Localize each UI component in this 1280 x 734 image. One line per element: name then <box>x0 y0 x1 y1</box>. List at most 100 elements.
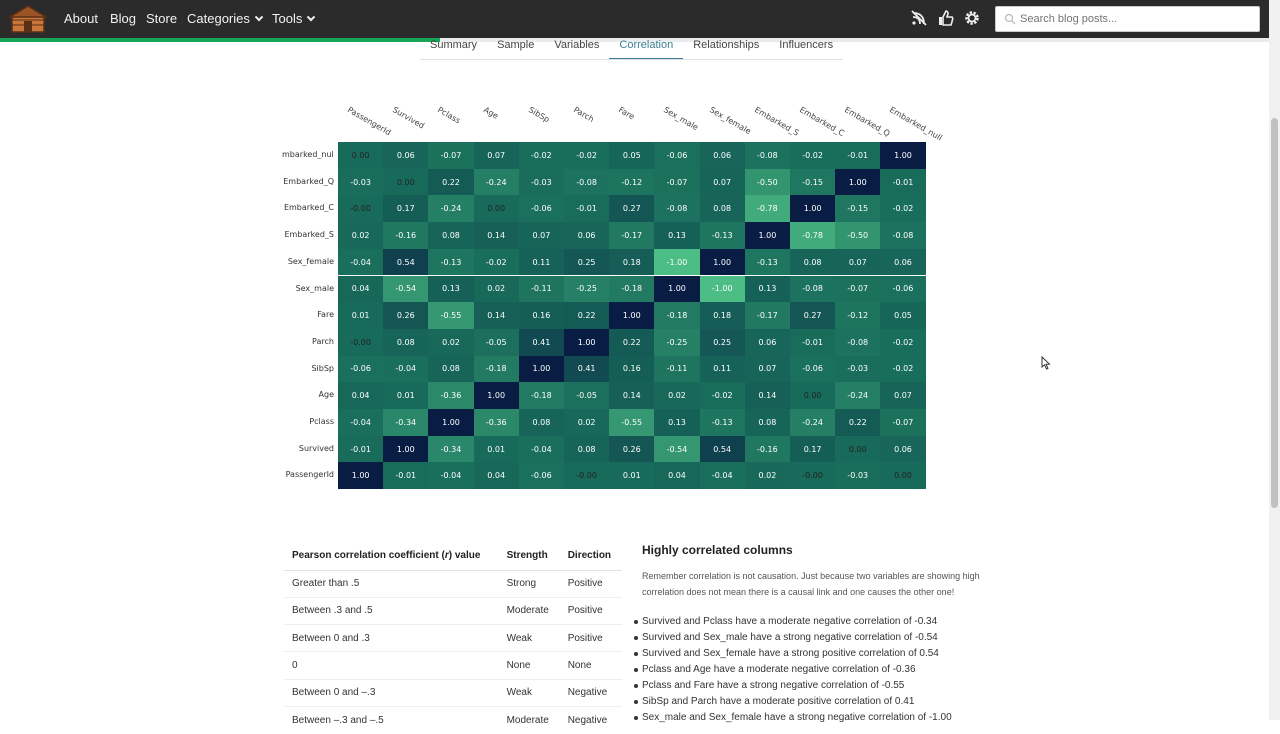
heatmap-cell: 0.02 <box>654 382 700 409</box>
nav-store-link[interactable]: Store <box>146 11 178 26</box>
heatmap-cell: 1.00 <box>383 435 429 463</box>
rss-off-icon[interactable] <box>910 9 928 27</box>
heatmap-cell: 0.14 <box>744 382 790 409</box>
heatmap-cell: 0.00 <box>338 142 384 169</box>
heatmap-cell: -0.11 <box>654 355 700 383</box>
heatmap-cell: 0.41 <box>518 328 564 356</box>
tab-variables[interactable]: Variables <box>554 39 600 51</box>
heatmap-cell: -0.18 <box>609 275 655 303</box>
table-cell: Moderate <box>498 705 560 734</box>
heatmap-cell: 0.17 <box>383 195 429 223</box>
nav-categories-dropdown[interactable]: Categories <box>187 11 264 26</box>
heatmap-cell: 0.13 <box>654 409 700 436</box>
table-cell: Between .3 and .5 <box>284 596 499 625</box>
heatmap-cell: 0.00 <box>790 382 836 409</box>
mouse-cursor-icon <box>1041 356 1051 370</box>
heatmap-cell: -0.07 <box>835 275 881 303</box>
heatmap-cell: -0.02 <box>564 142 610 169</box>
heatmap-cell: -0.02 <box>699 382 745 409</box>
cabin-logo-icon[interactable] <box>9 4 47 34</box>
heatmap-cell: 0.22 <box>609 328 655 356</box>
list-item: SibSp and Parch have a moderate positive… <box>634 694 994 710</box>
heatmap-cell: -0.08 <box>744 142 790 169</box>
thumbs-up-icon[interactable] <box>937 9 955 27</box>
list-item: Sex_male and Sex_female have a strong ne… <box>634 710 994 726</box>
heatmap-cell: 0.14 <box>609 382 655 409</box>
heatmap-cell: -0.50 <box>744 168 790 196</box>
tab-relationships[interactable]: Relationships <box>693 39 760 51</box>
heatmap-cell: -0.24 <box>790 409 836 436</box>
heatmap-cell: 1.00 <box>880 142 926 169</box>
heatmap-cell: -0.00 <box>338 328 384 356</box>
heatmap-cell: -0.34 <box>383 409 429 436</box>
table-header-row: Pearson correlation coefficient (r) valu… <box>284 542 622 571</box>
nav-tools-dropdown[interactable]: Tools <box>272 11 316 26</box>
tab-sample[interactable]: Sample <box>497 39 535 51</box>
heatmap-cell: -0.08 <box>564 168 610 196</box>
heatmap-cell: -0.13 <box>428 248 474 276</box>
correlation-causation-note: Remember correlation is not causation. J… <box>642 571 980 597</box>
table-row: Between 0 and –.3 Weak Negative <box>284 678 622 707</box>
heatmap-cell: -0.02 <box>880 195 926 223</box>
heatmap-cell: -0.02 <box>880 328 926 356</box>
heatmap-cell: 0.18 <box>609 248 655 276</box>
heatmap-cell: -0.17 <box>744 302 790 329</box>
table-row: Greater than .5 Strong Positive <box>284 569 622 598</box>
tab-correlation[interactable]: Correlation <box>609 38 684 59</box>
heatmap-row-label: Sex_male <box>295 283 334 293</box>
heatmap-cell: -0.04 <box>518 435 564 463</box>
heatmap-cell: 0.01 <box>338 302 384 329</box>
top-navbar: About Blog Store Categories Tools <box>0 0 1269 38</box>
heatmap-column-label: Survived <box>391 105 427 131</box>
heatmap-row-label: Sex_female <box>287 256 334 266</box>
chevron-down-icon <box>254 12 264 22</box>
heatmap-column-label: Sex_male <box>662 105 701 133</box>
heatmap-row-label: Pclass <box>309 417 334 426</box>
nav-tools-label: Tools <box>272 11 303 26</box>
heatmap-cell: 0.00 <box>880 462 926 490</box>
heatmap-cell: 0.08 <box>383 328 429 356</box>
heatmap-cell: 0.11 <box>518 248 564 276</box>
heatmap-cell: -0.08 <box>880 222 926 249</box>
heatmap-cell: -0.02 <box>473 248 519 276</box>
heatmap-cell: 1.00 <box>699 248 745 276</box>
heatmap-cell: -0.11 <box>518 275 564 303</box>
heatmap-cell: -0.08 <box>835 328 881 356</box>
nav-blog-link[interactable]: Blog <box>110 11 137 26</box>
heatmap-cell: 1.00 <box>790 195 836 223</box>
table-row: Between –.3 and –.5 Moderate Negative <box>284 705 622 734</box>
heatmap-cell: -0.07 <box>428 142 474 169</box>
heatmap-cell: -0.16 <box>744 435 790 463</box>
heatmap-cell: -0.54 <box>654 435 700 463</box>
heatmap-cell: -0.18 <box>654 302 700 329</box>
highly-correlated-list: Survived and Pclass have a moderate nega… <box>634 614 994 726</box>
tab-summary[interactable]: Summary <box>430 39 478 51</box>
heatmap-cell: -1.00 <box>654 248 700 276</box>
heatmap-row-label: Embarked_S <box>284 230 334 240</box>
tab-influencers[interactable]: Influencers <box>779 39 834 51</box>
table-cell: Between 0 and .3 <box>284 624 499 652</box>
table-cell: None <box>559 651 622 680</box>
heatmap-column-label: Age <box>481 105 500 121</box>
blog-search-box[interactable] <box>995 6 1260 32</box>
heatmap-cell: -0.55 <box>609 409 655 436</box>
heatmap-row-label: Survived <box>298 443 334 453</box>
heatmap-cell: -0.34 <box>428 435 474 463</box>
heatmap-cell: 0.01 <box>609 462 655 490</box>
search-input[interactable] <box>1020 8 1256 30</box>
heatmap-cell: -0.00 <box>564 462 610 490</box>
heatmap-cell: 0.22 <box>835 409 881 436</box>
heatmap-cell: -0.04 <box>338 248 384 276</box>
table-cell: Negative <box>559 678 622 707</box>
page-scrollbar-thumb[interactable] <box>1271 118 1278 508</box>
nav-about-link[interactable]: About <box>64 11 98 26</box>
heatmap-column-label: PassengerId <box>346 105 393 138</box>
heatmap-cell: 1.00 <box>473 382 519 409</box>
heatmap-cell: -0.18 <box>518 382 564 409</box>
heatmap-cell: 0.07 <box>473 142 519 169</box>
settings-icon[interactable] <box>963 9 981 27</box>
heatmap-cell: -0.05 <box>473 328 519 356</box>
heatmap-cell: -0.03 <box>835 462 881 490</box>
heatmap-cell: 0.01 <box>383 382 429 409</box>
heatmap-cell: -0.01 <box>835 142 881 169</box>
